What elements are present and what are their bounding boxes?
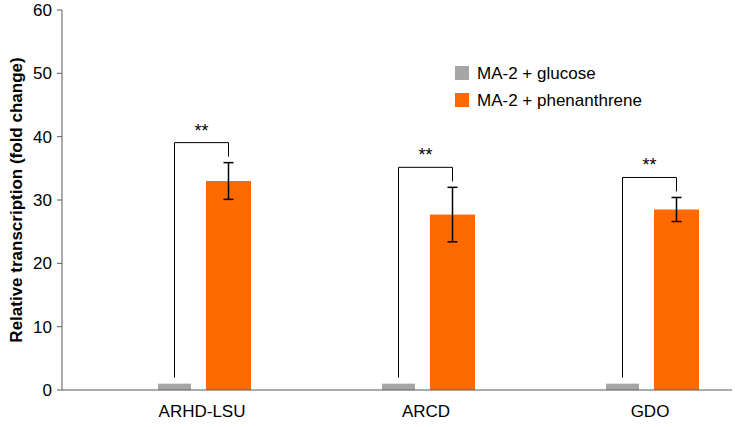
bars (158, 163, 699, 390)
y-tick-label: 0 (43, 381, 52, 400)
y-tick (57, 10, 62, 11)
y-tick (57, 136, 62, 137)
y-axis (62, 10, 63, 390)
legend-label: MA-2 + phenanthrene (477, 91, 642, 110)
error-bar (672, 197, 682, 221)
error-stem (228, 163, 230, 200)
legend-swatch (455, 66, 469, 80)
significance-bracket (399, 167, 453, 377)
y-tick (57, 200, 62, 201)
bar (158, 384, 191, 390)
significance-bracket (623, 177, 677, 377)
legend-label: MA-2 + glucose (477, 64, 596, 83)
bar (206, 181, 251, 390)
y-tick-label: 20 (33, 254, 52, 273)
x-tick-label: ARCD (402, 402, 450, 421)
bar (654, 210, 699, 391)
y-tick-label: 50 (33, 64, 52, 83)
significance-label: ** (642, 155, 656, 175)
bar (382, 384, 415, 390)
x-axis (62, 390, 732, 391)
y-tick (57, 73, 62, 74)
y-tick (57, 390, 62, 391)
error-cap (224, 199, 234, 201)
y-tick-label: 60 (33, 1, 52, 20)
bar (606, 384, 639, 390)
error-bar (224, 163, 234, 200)
y-tick (57, 263, 62, 264)
error-stem (452, 187, 454, 241)
chart: 0 10 20 30 40 50 60 Relative transcription (fol… (0, 0, 735, 427)
legend-swatch (455, 93, 469, 107)
y-axis-label: Relative transcription (fold change) (7, 57, 26, 342)
error-cap (672, 197, 682, 199)
error-cap (224, 162, 234, 164)
error-bar (448, 187, 458, 241)
error-cap (672, 221, 682, 223)
error-cap (448, 187, 458, 189)
significance-bracket (175, 143, 229, 378)
y-tick-label: 10 (33, 318, 52, 337)
x-tick-label: GDO (631, 402, 670, 421)
legend: MA-2 + glucose MA-2 + phenanthrene (455, 64, 642, 110)
error-cap (448, 241, 458, 243)
y-tick-label: 30 (33, 191, 52, 210)
significance-label: ** (194, 121, 208, 141)
significance-label: ** (418, 145, 432, 165)
y-tick-label: 40 (33, 128, 52, 147)
x-tick-label: ARHD-LSU (159, 402, 246, 421)
error-stem (676, 197, 678, 221)
y-tick (57, 326, 62, 327)
